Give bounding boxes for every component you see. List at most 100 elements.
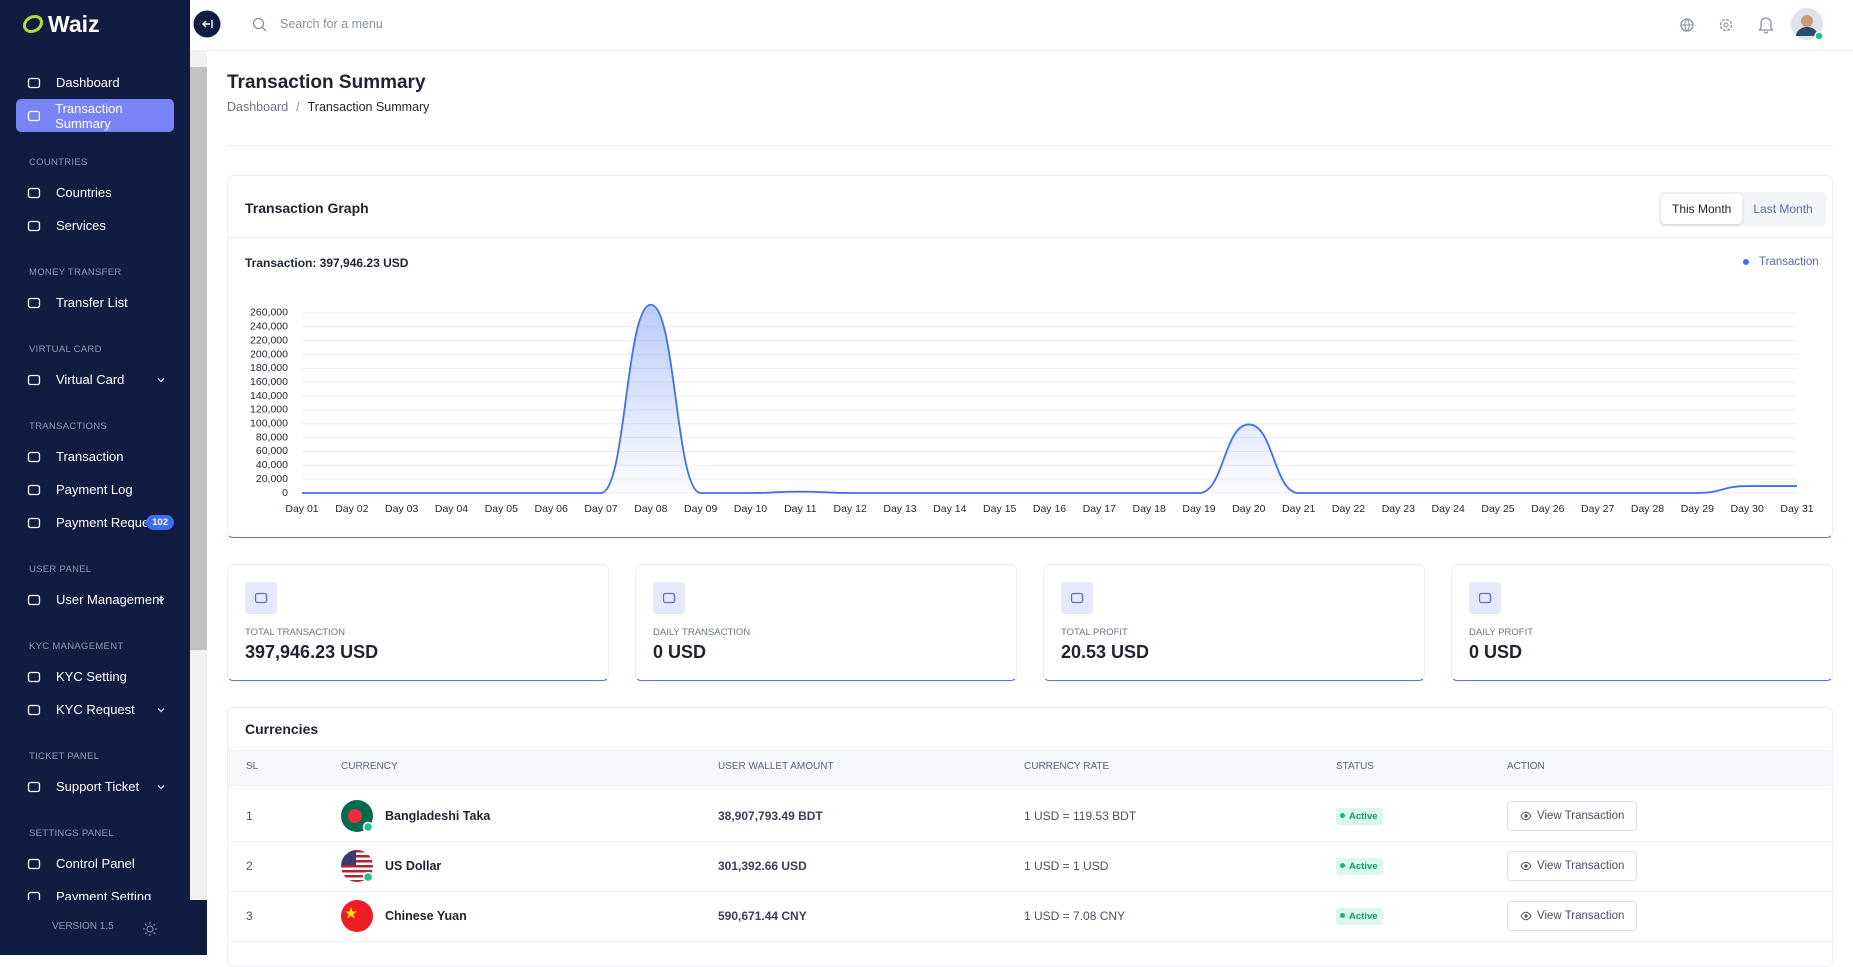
nav-item[interactable]: KYC Request [16, 693, 174, 726]
legend-label: Transaction [1759, 256, 1819, 268]
icon-shape [254, 592, 268, 604]
column-header: USER WALLET AMOUNT [718, 761, 834, 772]
y-tick-label: 140,000 [250, 390, 288, 402]
chevron-shape [157, 597, 165, 602]
nav-heading: TRANSACTIONS [29, 420, 108, 432]
cell-rate: 1 USD = 1 USD [1024, 859, 1109, 873]
period-button[interactable]: Last Month [1753, 202, 1813, 216]
x-tick-label: Day 15 [983, 503, 1016, 515]
stat-icon [245, 582, 277, 614]
chevron-shape [157, 377, 165, 382]
icon [27, 374, 41, 385]
column-header: ACTION [1507, 761, 1545, 772]
view-button[interactable]: View Transaction [1507, 801, 1638, 831]
status-dot [1340, 913, 1345, 918]
icon-shape [1478, 592, 1492, 604]
chevron [157, 377, 165, 382]
icon [27, 671, 41, 682]
nav-item[interactable]: Transaction [16, 440, 174, 473]
stat-label: DAILY PROFIT [1469, 627, 1534, 638]
x-tick-label: Day 02 [335, 503, 368, 515]
settings-icon[interactable] [1718, 17, 1734, 33]
column-header: SL [246, 761, 259, 772]
nav-item[interactable]: Transaction Summary [16, 99, 174, 132]
nav-item[interactable]: Payment Setting [16, 880, 174, 900]
y-tick-label: 20,000 [256, 473, 288, 485]
nav-item[interactable]: User Management [16, 583, 174, 616]
icon-shape [27, 594, 41, 605]
icon [27, 451, 41, 462]
x-tick-label: Day 25 [1481, 503, 1514, 515]
breadcrumb-current: Transaction Summary [307, 100, 430, 114]
column-header: STATUS [1336, 761, 1374, 772]
stat-icon [653, 582, 685, 614]
scrollbar-track[interactable] [190, 50, 207, 900]
status-dot [1340, 863, 1345, 868]
icon-shape [27, 297, 41, 308]
cell-currency: Bangladeshi Taka [385, 809, 491, 823]
icon-shape [27, 517, 41, 528]
icon-shape [27, 484, 41, 495]
nav-label: KYC Request [56, 702, 135, 717]
topbar: Search for a menu [207, 0, 1853, 51]
y-tick-label: 220,000 [250, 334, 288, 346]
view-button[interactable]: View Transaction [1507, 851, 1638, 881]
stat-value: 0 USD [653, 642, 707, 662]
nav-item[interactable]: Payment Log [16, 473, 174, 506]
flag [341, 850, 374, 883]
nav-heading: VIRTUAL CARD [29, 343, 102, 355]
language-icon[interactable] [1679, 17, 1695, 33]
collapse-button[interactable] [192, 9, 222, 39]
x-tick-label: Day 10 [734, 503, 767, 515]
table-header [228, 750, 1834, 786]
stat-label: TOTAL TRANSACTION [245, 627, 345, 638]
icon-shape [27, 110, 41, 121]
y-tick-label: 240,000 [250, 321, 288, 333]
chart-subtitle: Transaction: 397,946.23 USD [245, 256, 409, 270]
avatar[interactable] [1791, 8, 1825, 42]
nav-item[interactable]: Virtual Card [16, 363, 174, 396]
nav-heading: KYC MANAGEMENT [29, 640, 124, 652]
nav-item[interactable]: Services [16, 209, 174, 242]
cell-rate: 1 USD = 7.08 CNY [1024, 909, 1126, 923]
y-tick-label: 120,000 [250, 404, 288, 416]
nav-item[interactable]: Dashboard [16, 66, 174, 99]
nav-item[interactable]: Control Panel [16, 847, 174, 880]
chevron [157, 597, 165, 602]
nav-label: Virtual Card [56, 372, 125, 387]
stat-card: DAILY PROFIT 0 USD [1451, 564, 1833, 681]
theme-toggle[interactable] [143, 922, 157, 936]
icon [27, 220, 41, 231]
chart-card-divider [228, 237, 1834, 238]
breadcrumb-link[interactable]: Dashboard [227, 100, 289, 114]
nav-item[interactable]: Payment Request 102 [16, 506, 174, 539]
view-button[interactable]: View Transaction [1507, 901, 1638, 931]
nav-item[interactable]: Transfer List [16, 286, 174, 319]
x-tick-label: Day 28 [1631, 503, 1664, 515]
period-toggle: This Month Last Month [1659, 192, 1826, 226]
row-divider [228, 841, 1834, 842]
scrollbar-thumb[interactable] [190, 67, 207, 650]
period-button[interactable]: This Month [1661, 194, 1743, 224]
status-dot [1340, 813, 1345, 818]
area [302, 304, 1797, 493]
nav-item[interactable]: KYC Setting [16, 660, 174, 693]
search-input[interactable]: Search for a menu [280, 17, 383, 31]
stats-row: TOTAL TRANSACTION 397,946.23 USD DAILY TRA… [227, 564, 1833, 681]
x-tick-label: Day 06 [535, 503, 568, 515]
stat-value: 397,946.23 USD [245, 642, 379, 662]
status-badge: Active [1336, 808, 1383, 825]
notification-icon[interactable] [1758, 16, 1774, 34]
chevron [157, 784, 165, 789]
stat-label: TOTAL PROFIT [1061, 627, 1128, 638]
nav-item[interactable]: Countries [16, 176, 174, 209]
nav-heading: COUNTRIES [29, 156, 88, 168]
version: VERSION 1.5 [52, 921, 114, 932]
nav-item[interactable]: Support Ticket [16, 770, 174, 803]
column-header: CURRENCY RATE [1024, 761, 1110, 772]
nav-label: Transaction Summary [55, 100, 123, 131]
x-tick-label: Day 13 [883, 503, 916, 515]
x-tick-label: Day 24 [1432, 503, 1465, 515]
icon-shape [27, 781, 41, 792]
